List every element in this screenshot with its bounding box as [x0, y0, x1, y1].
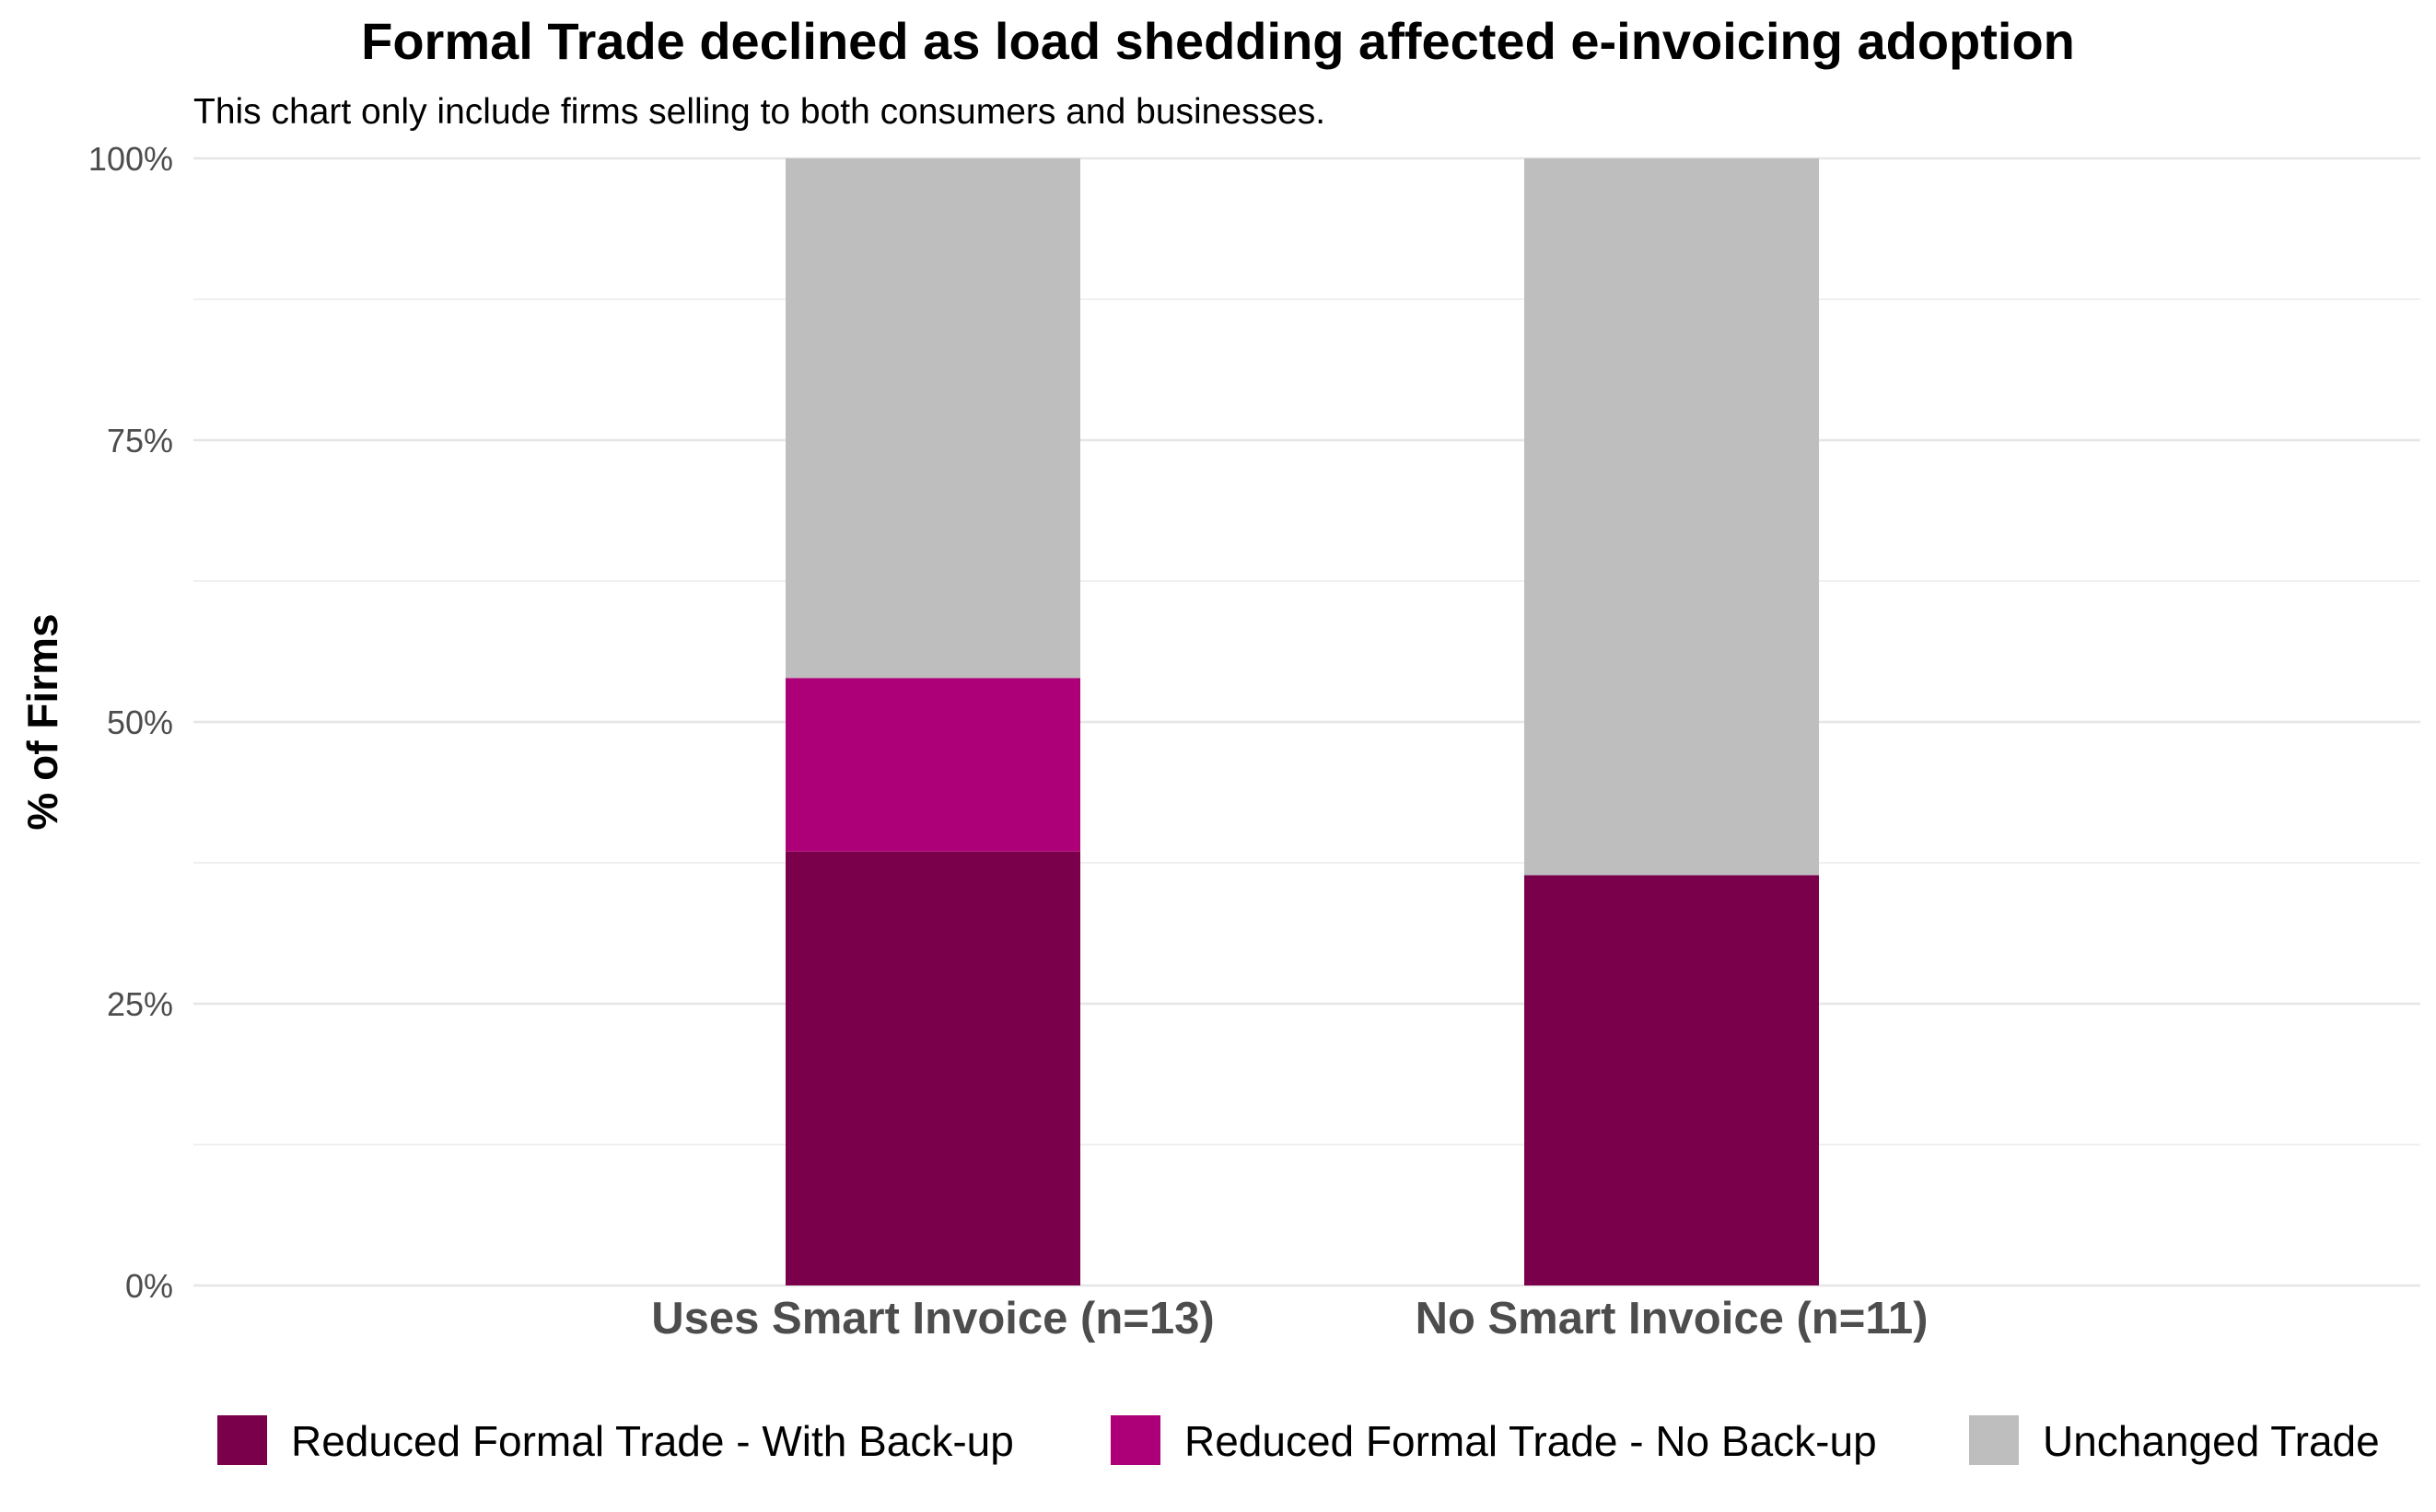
legend-swatch [1969, 1415, 2019, 1465]
legend-label: Reduced Formal Trade - No Back-up [1184, 1417, 1877, 1465]
legend-swatch [217, 1415, 267, 1465]
bar-segment [1524, 875, 1819, 1285]
y-tick-label: 100% [88, 140, 173, 178]
x-category-label: No Smart Invoice (n=11) [1416, 1294, 1929, 1343]
bar-segment [786, 158, 1080, 679]
y-tick-label: 75% [107, 422, 173, 459]
legend-swatch [1111, 1415, 1160, 1465]
bar-segment [786, 678, 1080, 852]
chart-title: Formal Trade declined as load shedding a… [361, 12, 2075, 70]
legend-label: Unchanged Trade [2043, 1417, 2380, 1465]
chart-subtitle: This chart only include firms selling to… [193, 92, 1326, 132]
bar-segment [786, 851, 1080, 1285]
bar-segment [1524, 158, 1819, 876]
y-axis-title: % of Firms [18, 613, 66, 830]
y-tick-label: 25% [107, 985, 173, 1023]
y-tick-label: 0% [125, 1267, 173, 1305]
legend-label: Reduced Formal Trade - With Back-up [291, 1417, 1014, 1465]
y-tick-label: 50% [107, 704, 173, 741]
x-category-label: Uses Smart Invoice (n=13) [651, 1294, 1214, 1343]
